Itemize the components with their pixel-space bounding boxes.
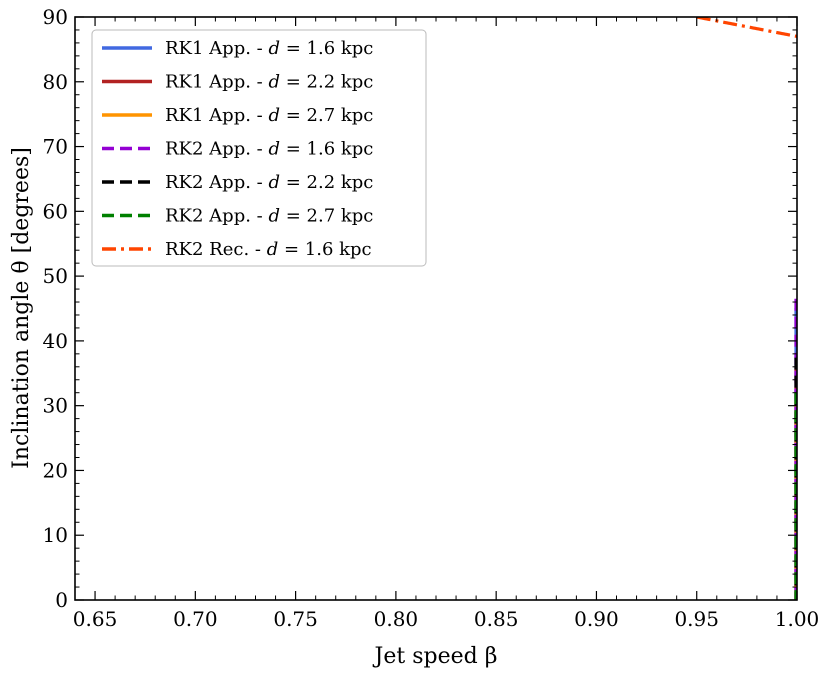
x-tick-label: 0.65 [73, 607, 118, 631]
legend-label-value: = 1.6 kpc [280, 139, 373, 160]
legend-label-prefix: RK1 App. - [165, 72, 268, 93]
x-tick-label: 1.00 [775, 607, 820, 631]
legend-label-value: = 2.7 kpc [280, 105, 373, 126]
legend-label-value: = 2.2 kpc [280, 72, 373, 93]
legend-label-value: = 2.7 kpc [280, 206, 373, 227]
legend-label-3: RK1 App. - d = 2.7 kpc [165, 105, 373, 126]
legend-label-var: d [268, 105, 280, 126]
y-tick-label: 80 [43, 70, 68, 94]
legend-label-prefix: RK2 App. - [165, 172, 268, 193]
y-tick-label: 50 [43, 264, 68, 288]
legend-label-value: = 2.2 kpc [280, 172, 373, 193]
ticks-layer: 0.65 0.70 0.75 0.80 0.85 0.90 0.95 1.00 0 10 20 30 4… [43, 5, 820, 631]
legend-label-var: d [268, 206, 280, 227]
series-layer [696, 17, 797, 600]
x-tick-label: 0.95 [674, 607, 719, 631]
x-axis-label: Jet speed β [373, 644, 498, 669]
legend-label-value: = 1.6 kpc [278, 239, 371, 260]
x-tick-label: 0.85 [474, 607, 519, 631]
x-tick-label: 0.90 [574, 607, 619, 631]
legend-label-1: RK1 App. - d = 1.6 kpc [165, 38, 373, 59]
x-tick-label: 0.75 [273, 607, 318, 631]
plot-frame [74, 16, 798, 601]
legend-label-var: d [268, 72, 280, 93]
legend-label-var: d [268, 172, 280, 193]
y-tick-label: 30 [43, 394, 68, 418]
series-line-7 [696, 17, 797, 39]
legend-label-2: RK1 App. - d = 2.2 kpc [165, 72, 373, 93]
y-tick-label: 70 [43, 135, 68, 159]
x-tick-label: 0.70 [173, 607, 218, 631]
y-tick-label: 90 [43, 5, 68, 29]
legend-label-var: d [268, 139, 280, 160]
legend-label-prefix: RK2 Rec. - [165, 239, 267, 260]
legend-label-7: RK2 Rec. - d = 1.6 kpc [165, 239, 372, 260]
legend-label-value: = 1.6 kpc [280, 38, 373, 59]
legend-label-var: d [268, 38, 280, 59]
y-tick-label: 20 [43, 458, 68, 482]
y-tick-label: 10 [43, 523, 68, 547]
y-tick-label: 60 [43, 199, 68, 223]
y-tick-label: 40 [43, 329, 68, 353]
y-axis-label: Inclination angle θ [degrees] [9, 147, 34, 469]
legend-label-prefix: RK2 App. - [165, 139, 268, 160]
legend-label-prefix: RK1 App. - [165, 38, 268, 59]
y-tick-label: 0 [55, 588, 68, 612]
legend-label-var: d [267, 239, 279, 260]
legend-label-5: RK2 App. - d = 2.2 kpc [165, 172, 373, 193]
x-tick-label: 0.80 [374, 607, 419, 631]
legend-label-4: RK2 App. - d = 1.6 kpc [165, 139, 373, 160]
legend-label-6: RK2 App. - d = 2.7 kpc [165, 206, 373, 227]
legend-box [91, 29, 427, 267]
legend-label-prefix: RK1 App. - [165, 105, 268, 126]
legend-label-prefix: RK2 App. - [165, 206, 268, 227]
